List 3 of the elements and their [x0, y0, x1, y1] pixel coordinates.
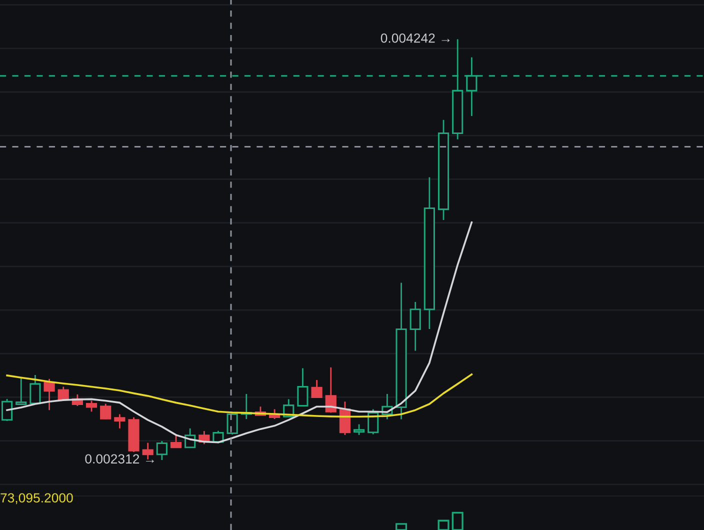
- annotation: 73,095.2000: [0, 493, 73, 504]
- annotation: 0.004242 →: [380, 33, 450, 43]
- annotation: 0.002312 →: [85, 454, 154, 464]
